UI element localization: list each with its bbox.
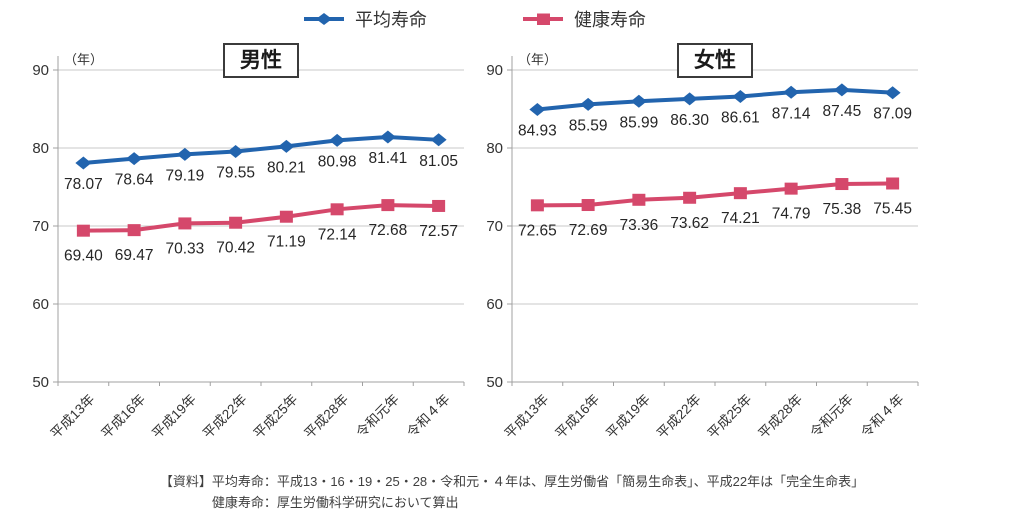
svg-text:72.68: 72.68	[368, 222, 407, 239]
female-lifespan-chart: 女性 90 80 70 60 50 （年） 平成13年 平成16年 平成19年 平成22年 平成25…	[478, 42, 930, 467]
blue-diamond-line-icon	[304, 11, 344, 27]
female-chart-plot: 90 80 70 60 50 （年） 平成13年 平成16年 平成19年 平成22年 平成25年 平成…	[486, 52, 919, 442]
svg-text:50: 50	[486, 374, 503, 391]
svg-text:50: 50	[32, 374, 49, 391]
legend-label-average-lifespan: 平均寿命	[355, 10, 427, 30]
svg-text:令和元年: 令和元年	[807, 392, 856, 441]
svg-text:平成25年: 平成25年	[705, 392, 755, 442]
svg-text:平成13年: 平成13年	[502, 392, 552, 442]
male-lifespan-chart: 男性 90 80 70 60 50 （年） 平成13年 平成16年 平成19年 平成22年 平成25…	[24, 42, 476, 467]
svg-text:69.47: 69.47	[115, 247, 154, 264]
svg-text:75.45: 75.45	[873, 200, 912, 217]
male-chart-plot: 90 80 70 60 50 （年） 平成13年 平成16年 平成19年 平成22年 平成25年 平成…	[32, 52, 465, 442]
svg-text:72.14: 72.14	[318, 226, 357, 243]
svg-text:平成16年: 平成16年	[552, 392, 602, 442]
source-note-line2: 健康寿命：厚生労働科学研究において算出	[211, 494, 459, 510]
svg-text:90: 90	[32, 62, 49, 79]
svg-text:73.62: 73.62	[670, 215, 709, 232]
svg-text:平成13年: 平成13年	[48, 392, 98, 442]
svg-text:平成16年: 平成16年	[98, 392, 148, 442]
female-chart-title: 女性	[677, 43, 753, 78]
svg-text:81.41: 81.41	[368, 150, 407, 167]
legend-item-healthy-lifespan: 健康寿命	[523, 6, 646, 32]
svg-text:74.21: 74.21	[721, 210, 760, 227]
svg-text:86.61: 86.61	[721, 109, 760, 126]
svg-text:71.19: 71.19	[267, 234, 306, 251]
chart-legend: 平均寿命 健康寿命	[0, 6, 950, 32]
svg-text:79.55: 79.55	[216, 165, 255, 182]
svg-text:79.19: 79.19	[165, 167, 204, 184]
svg-text:平成28年: 平成28年	[755, 392, 805, 442]
svg-text:70.33: 70.33	[165, 240, 204, 257]
svg-text:73.36: 73.36	[619, 217, 658, 234]
svg-text:令和元年: 令和元年	[353, 392, 402, 441]
svg-text:78.64: 78.64	[115, 172, 154, 189]
legend-item-average-lifespan: 平均寿命	[304, 6, 427, 32]
legend-label-healthy-lifespan: 健康寿命	[574, 10, 646, 30]
svg-text:72.69: 72.69	[569, 222, 608, 239]
svg-text:87.45: 87.45	[822, 103, 861, 120]
svg-text:72.65: 72.65	[518, 222, 557, 239]
male-chart-title: 男性	[223, 43, 299, 78]
svg-text:70: 70	[486, 218, 503, 235]
svg-text:78.07: 78.07	[64, 176, 103, 193]
svg-text:80: 80	[486, 140, 503, 157]
source-note-line1: 【資料】平均寿命：平成13・16・19・25・28・令和元・４年は、厚生労働省「…	[159, 474, 865, 489]
svg-text:69.40: 69.40	[64, 248, 103, 265]
svg-text:80: 80	[32, 140, 49, 157]
svg-text:平成19年: 平成19年	[603, 392, 653, 442]
svg-text:60: 60	[486, 296, 503, 313]
svg-text:84.93: 84.93	[518, 123, 557, 140]
svg-text:70: 70	[32, 218, 49, 235]
svg-text:81.05: 81.05	[419, 153, 458, 170]
svg-text:令和４年: 令和４年	[858, 392, 907, 441]
svg-text:87.14: 87.14	[772, 105, 811, 122]
svg-text:70.42: 70.42	[216, 240, 255, 257]
svg-text:平成28年: 平成28年	[301, 392, 351, 442]
svg-text:87.09: 87.09	[873, 106, 912, 123]
svg-text:（年）: （年）	[518, 52, 557, 67]
svg-text:平成22年: 平成22年	[654, 392, 704, 442]
svg-text:60: 60	[32, 296, 49, 313]
svg-text:平成22年: 平成22年	[200, 392, 250, 442]
svg-text:74.79: 74.79	[772, 206, 811, 223]
svg-text:75.38: 75.38	[822, 201, 861, 218]
svg-text:80.98: 80.98	[318, 153, 357, 170]
source-note: 【資料】平均寿命：平成13・16・19・25・28・令和元・４年は、厚生労働省「…	[0, 472, 1024, 514]
svg-text:平成25年: 平成25年	[251, 392, 301, 442]
red-square-line-icon	[523, 11, 563, 27]
svg-text:90: 90	[486, 62, 503, 79]
svg-text:85.59: 85.59	[569, 117, 608, 134]
svg-text:85.99: 85.99	[619, 114, 658, 131]
svg-text:平成19年: 平成19年	[149, 392, 199, 442]
svg-text:（年）: （年）	[64, 52, 103, 67]
svg-text:令和４年: 令和４年	[404, 392, 453, 441]
svg-text:80.21: 80.21	[267, 159, 306, 176]
svg-text:72.57: 72.57	[419, 223, 458, 240]
svg-text:86.30: 86.30	[670, 112, 709, 129]
